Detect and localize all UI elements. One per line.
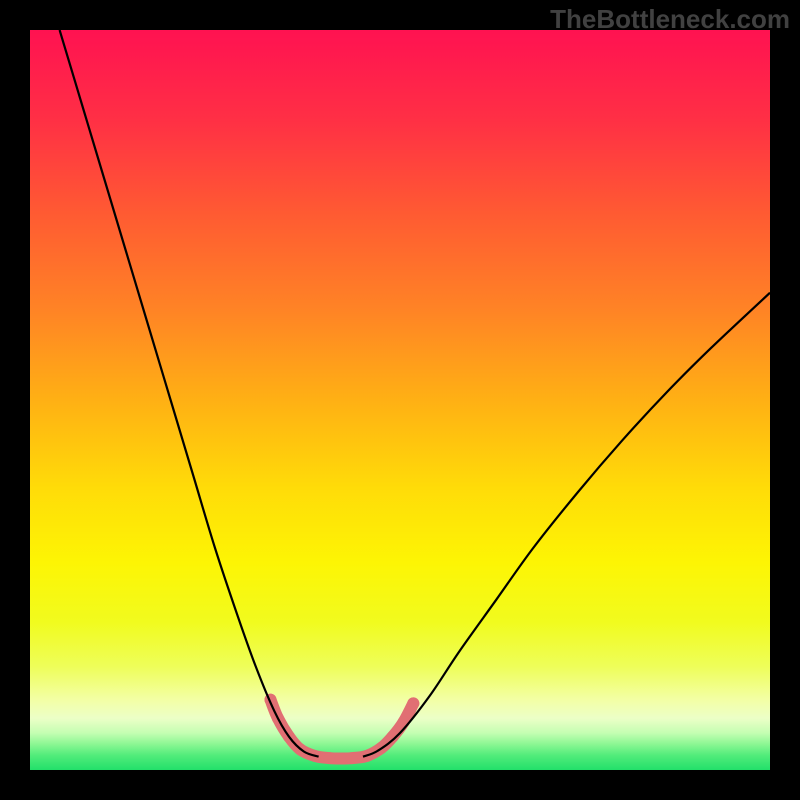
watermark-text: TheBottleneck.com: [550, 4, 790, 35]
plot-svg: [30, 30, 770, 770]
chart-stage: TheBottleneck.com: [0, 0, 800, 800]
plot-area: [30, 30, 770, 770]
